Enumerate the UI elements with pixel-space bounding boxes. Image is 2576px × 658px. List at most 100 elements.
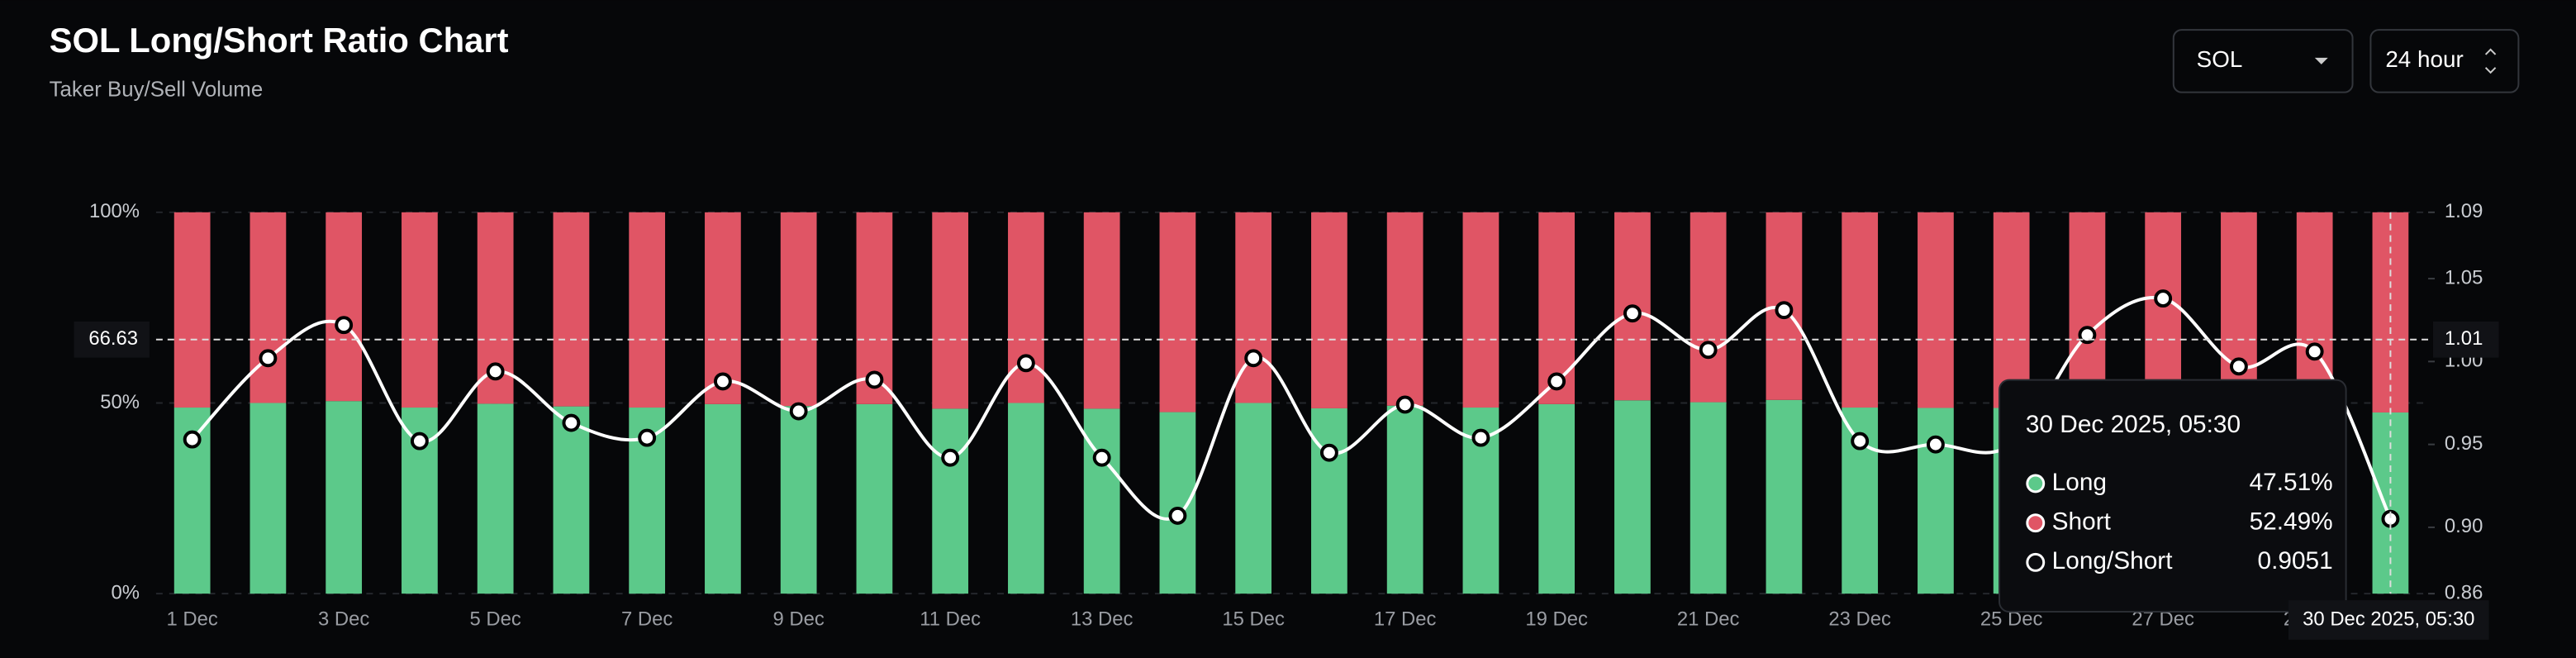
ratio-dot xyxy=(562,413,581,432)
tooltip-swatch xyxy=(2026,474,2046,494)
bar-segment xyxy=(1842,212,1879,408)
ratio-dot xyxy=(1851,432,1870,451)
bar-segment xyxy=(629,212,666,408)
ratio-dot xyxy=(1623,304,1642,323)
ratio-dot xyxy=(183,430,202,449)
ratio-dot xyxy=(1092,448,1111,467)
tooltip-label: Short xyxy=(2052,508,2112,536)
ratio-dot xyxy=(335,316,354,335)
y2-tick-label: 1.05 xyxy=(2445,266,2483,288)
x-tick-label: 15 Dec xyxy=(1222,608,1285,630)
x-tick-label: 13 Dec xyxy=(1071,608,1134,630)
bar-segment xyxy=(1614,400,1651,594)
crosshair-label-box xyxy=(2432,321,2499,358)
dropdown-arrow[interactable] xyxy=(2314,57,2328,64)
bar-segment xyxy=(1918,212,1954,408)
crosshair-label-box xyxy=(2288,600,2489,640)
chart-subtitle: Taker Buy/Sell Volume xyxy=(50,78,264,101)
ratio-dot xyxy=(2229,357,2248,376)
bar-segment xyxy=(856,403,893,594)
ratio-dot xyxy=(1016,354,1035,373)
bar-segment xyxy=(250,212,287,403)
bar-segment xyxy=(1311,212,1347,408)
bar-segment xyxy=(1690,212,1727,403)
bar-segment xyxy=(1538,403,1576,594)
bar-segment xyxy=(1993,212,2030,408)
tooltip-title: 30 Dec 2025, 05:30 xyxy=(2026,411,2241,438)
bar-segment xyxy=(326,401,363,594)
ratio-dot xyxy=(1699,341,1718,360)
tooltip-swatch xyxy=(2026,552,2046,572)
symbol-dropdown[interactable]: SOL xyxy=(2172,29,2354,93)
bar-segment xyxy=(1083,212,1120,409)
x-tick-label: 11 Dec xyxy=(920,608,981,630)
bar-segment xyxy=(1083,408,1120,594)
ratio-dot xyxy=(486,362,505,381)
crosshair-y-label: 66.63 xyxy=(88,327,138,350)
bar-segment xyxy=(1462,212,1499,408)
ratio-dot xyxy=(1168,506,1187,525)
x-tick-label: 19 Dec xyxy=(1525,608,1588,630)
y2-tick-label: 0.86 xyxy=(2445,581,2483,603)
bar-segment xyxy=(932,212,969,409)
crosshair-x-label: 30 Dec 2025, 05:30 xyxy=(2288,600,2489,640)
x-tick-label: 7 Dec xyxy=(621,608,673,630)
bar-segment xyxy=(1159,412,1196,594)
x-tick-label: 3 Dec xyxy=(318,608,369,630)
ratio-dot xyxy=(865,370,884,389)
y-tick-label: 50% xyxy=(100,391,140,413)
dropdown-label[interactable]: SOL xyxy=(2197,46,2243,72)
dropdown-box[interactable] xyxy=(2369,29,2520,93)
x-tick-label: 1 Dec xyxy=(166,608,217,630)
period-dropdown[interactable]: 24 hour xyxy=(2369,29,2520,93)
crosshair-x-text: 30 Dec 2025, 05:30 xyxy=(2303,608,2474,630)
dropdown-label[interactable]: 24 hour xyxy=(2385,46,2463,72)
ratio-dot xyxy=(1547,372,1566,391)
ratio-dot xyxy=(1775,301,1794,320)
ratio-dot xyxy=(2154,289,2173,308)
bar-segment xyxy=(553,212,590,407)
ratio-dot xyxy=(2305,342,2324,361)
tooltip-swatch xyxy=(2026,513,2046,533)
ratio-dot xyxy=(2078,326,2097,345)
ratio-dot xyxy=(1926,435,1945,454)
ratio-dot xyxy=(713,372,732,391)
bar-segment xyxy=(705,212,741,404)
x-tick-label: 21 Dec xyxy=(1677,608,1740,630)
tooltip-value: 47.51% xyxy=(2250,469,2333,496)
ratio-dot xyxy=(1471,428,1490,447)
ratio-dot xyxy=(789,402,808,421)
bar-segment xyxy=(250,403,287,594)
bar-segment xyxy=(1008,212,1044,403)
bar-segment xyxy=(2372,212,2409,412)
ratio-dot xyxy=(941,448,960,467)
bar-segment xyxy=(705,403,741,594)
ratio-dot xyxy=(1319,443,1338,462)
x-tick-label: 9 Dec xyxy=(772,608,824,630)
ratio-dot xyxy=(259,349,278,368)
y2-tick-label: 0.95 xyxy=(2445,432,2483,455)
bar-segment xyxy=(780,212,817,407)
bar-segment xyxy=(932,408,969,594)
bar-segment xyxy=(402,212,438,408)
dropdown-box[interactable] xyxy=(2172,29,2354,93)
bar-segment xyxy=(1235,403,1272,594)
x-tick-label: 5 Dec xyxy=(469,608,520,630)
ratio-dot xyxy=(1244,349,1263,368)
bar-segment xyxy=(1008,403,1044,594)
tooltip-label: Long xyxy=(2052,469,2107,496)
crosshair-y2-label: 1.01 xyxy=(2445,327,2483,350)
crosshair-label-box xyxy=(74,321,150,358)
bar-segment xyxy=(1311,408,1347,594)
dropdown-arrow[interactable] xyxy=(2484,48,2497,74)
bar-segment xyxy=(1159,212,1196,412)
bar-segment xyxy=(477,403,514,594)
tooltip-value: 0.9051 xyxy=(2258,547,2333,575)
bar-segment xyxy=(780,406,817,594)
bar-segment xyxy=(553,406,590,594)
y2-tick-label: 1.09 xyxy=(2445,200,2483,222)
ratio-dot xyxy=(1395,395,1414,414)
y2-tick-label: 0.90 xyxy=(2445,515,2483,537)
